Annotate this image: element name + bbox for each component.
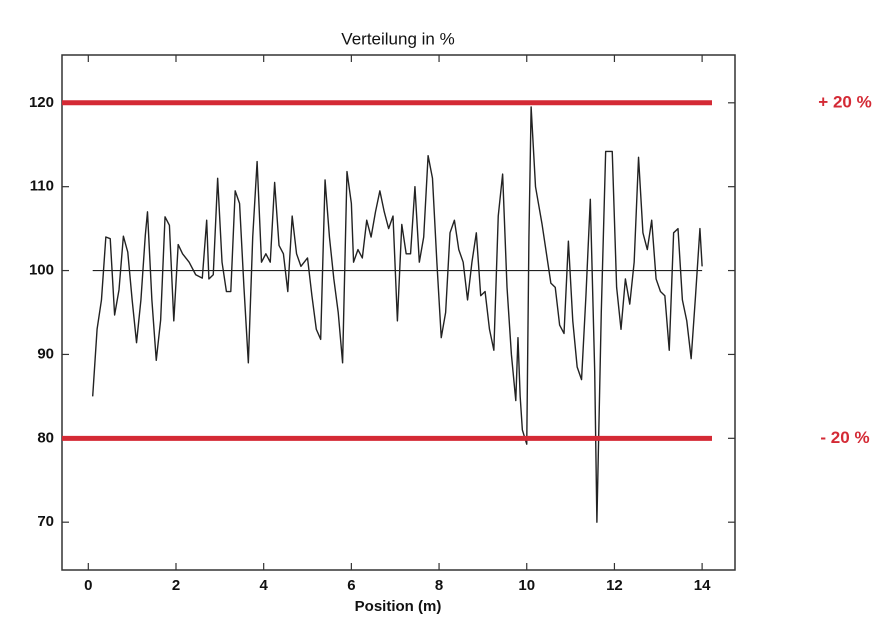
x-tick-label: 4 xyxy=(260,577,269,594)
x-tick-label: 14 xyxy=(694,577,711,594)
x-tick-label: 0 xyxy=(84,577,92,594)
y-tick-label: 80 xyxy=(37,429,54,446)
x-tick-label: 12 xyxy=(606,577,623,594)
reference-label: + 20 % xyxy=(818,92,871,111)
y-tick-label: 100 xyxy=(29,262,54,279)
y-tick-label: 70 xyxy=(37,513,54,530)
x-tick-label: 2 xyxy=(172,577,180,594)
x-tick-label: 10 xyxy=(518,577,535,594)
plot-frame xyxy=(61,54,736,571)
x-axis-label: Position (m) xyxy=(355,598,442,615)
y-tick-label: 120 xyxy=(29,94,54,111)
x-tick-label: 6 xyxy=(347,577,355,594)
chart-title: Verteilung in % xyxy=(341,29,454,48)
reference-label: - 20 % xyxy=(820,428,869,447)
y-tick-label: 90 xyxy=(37,345,54,362)
y-tick-label: 110 xyxy=(30,178,54,195)
x-tick-label: 8 xyxy=(435,577,443,594)
data-line xyxy=(91,106,703,523)
